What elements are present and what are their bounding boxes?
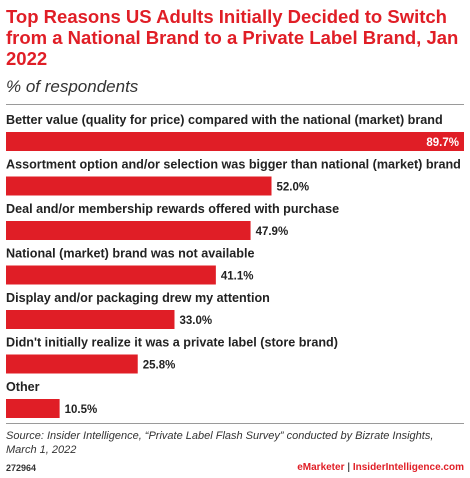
chart-id: 272964 — [6, 463, 37, 473]
brand-insider: InsiderIntelligence.com — [352, 462, 464, 473]
bottom-divider — [6, 423, 464, 424]
category-label: Assortment option and/or selection was b… — [6, 158, 461, 172]
bar — [6, 354, 138, 374]
bar — [6, 265, 216, 285]
category-label: Deal and/or membership rewards offered w… — [6, 202, 339, 216]
value-label: 41.1% — [221, 271, 254, 283]
value-label: 89.7% — [426, 137, 459, 149]
category-label: Better value (quality for price) compare… — [6, 113, 443, 127]
bar — [6, 310, 175, 329]
bar — [6, 132, 464, 151]
chart-subtitle: % of respondents — [6, 77, 139, 96]
footer-brand: eMarketer | InsiderIntelligence.com — [297, 462, 464, 473]
value-label: 25.8% — [143, 360, 176, 372]
source-note: Source: Insider Intelligence, “Private L… — [6, 430, 434, 456]
bar-chart: Better value (quality for price) compare… — [6, 113, 464, 418]
value-label: 10.5% — [65, 404, 98, 416]
brand-separator: | — [344, 462, 353, 473]
value-label: 47.9% — [256, 226, 289, 238]
chart-title: Top Reasons US Adults Initially Decided … — [6, 6, 459, 69]
brand-emarketer: eMarketer — [297, 462, 345, 473]
bar — [6, 176, 272, 196]
category-label: Display and/or packaging drew my attenti… — [6, 291, 270, 305]
value-label: 52.0% — [277, 182, 310, 194]
bar — [6, 399, 60, 418]
category-label: Other — [6, 380, 40, 394]
category-label: Didn't initially realize it was a privat… — [6, 336, 338, 350]
category-label: National (market) brand was not availabl… — [6, 247, 254, 261]
bar — [6, 221, 251, 240]
value-label: 33.0% — [179, 315, 212, 327]
top-divider — [6, 104, 464, 105]
